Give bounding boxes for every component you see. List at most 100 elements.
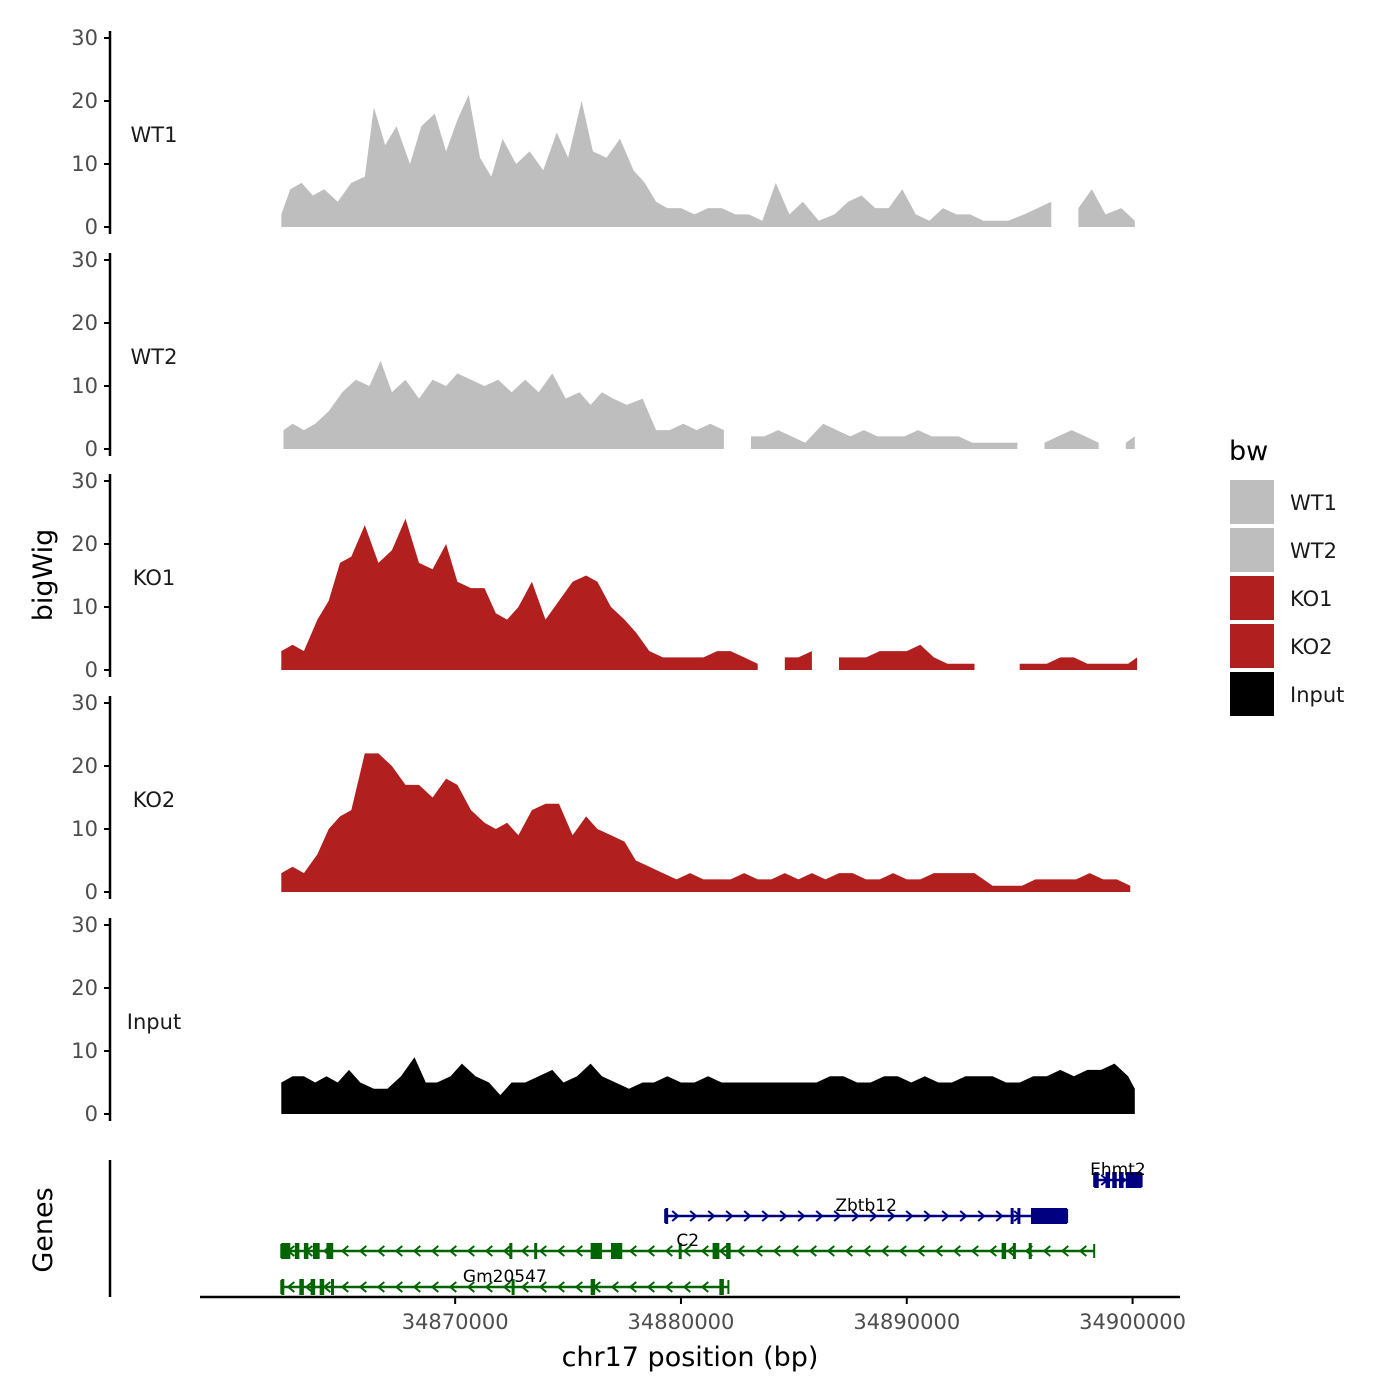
strand-arrow (484, 1245, 493, 1257)
signal-area (839, 644, 975, 670)
genes-axis-title: Genes (28, 1187, 59, 1272)
strand-arrow (754, 1245, 763, 1257)
strand-arrow (376, 1245, 385, 1257)
track-label: WT2 (131, 345, 178, 369)
strand-arrow (797, 1210, 806, 1222)
exon (1112, 1172, 1117, 1188)
gene-ehmt2: Ehmt2 (1090, 1160, 1146, 1188)
y-tick-label: 10 (71, 152, 98, 176)
track-input: 0 10 20 30 Input (71, 913, 1135, 1126)
exon (534, 1243, 538, 1259)
exon (303, 1243, 309, 1259)
strand-arrow (556, 1281, 565, 1293)
strand-arrow (833, 1210, 842, 1222)
strand-arrow (941, 1210, 950, 1222)
y-tick-label: 0 (85, 658, 98, 682)
strand-arrow (826, 1245, 835, 1257)
signal-area (1044, 430, 1099, 449)
strand-arrow (358, 1245, 367, 1257)
exon (281, 1243, 291, 1259)
track-label: WT1 (131, 123, 178, 147)
strand-arrow (376, 1281, 385, 1293)
signal-area (283, 360, 724, 449)
strand-arrow (286, 1281, 295, 1293)
strand-arrow (430, 1245, 439, 1257)
strand-arrow (538, 1245, 547, 1257)
exon (1017, 1208, 1021, 1224)
tracks-layer: 0 10 20 30 WT1 0 10 20 30 WT2 0 10 20 30 KO1 0 10 20 30 KO2… (71, 26, 1138, 1126)
strand-arrow (700, 1245, 709, 1257)
x-axis-title: chr17 position (bp) (562, 1342, 819, 1373)
exon (294, 1243, 300, 1259)
strand-arrow (851, 1210, 860, 1222)
strand-arrow (628, 1281, 637, 1293)
legend-title: bw (1229, 436, 1268, 467)
strand-arrow (556, 1245, 565, 1257)
y-tick-label: 30 (71, 691, 98, 715)
exon (1119, 1172, 1124, 1188)
exon (1030, 1208, 1068, 1224)
strand-arrow (538, 1281, 547, 1293)
legend-key-ko1 (1230, 576, 1274, 620)
strand-arrow (898, 1245, 907, 1257)
strand-arrow (815, 1210, 824, 1222)
strand-arrow (358, 1281, 367, 1293)
strand-arrow (952, 1245, 961, 1257)
x-tick-label: 34870000 (402, 1310, 509, 1334)
strand-arrow (916, 1245, 925, 1257)
exon (1012, 1243, 1016, 1259)
strand-arrow (707, 1210, 716, 1222)
legend-key-wt2 (1230, 528, 1274, 572)
strand-arrow (682, 1245, 691, 1257)
strand-arrow (995, 1210, 1004, 1222)
signal-area (1078, 189, 1135, 227)
strand-arrow (340, 1281, 349, 1293)
strand-arrow (646, 1245, 655, 1257)
strand-arrow (394, 1281, 403, 1293)
y-tick-label: 0 (85, 215, 98, 239)
strand-arrow (880, 1245, 889, 1257)
y-tick-label: 20 (71, 89, 98, 113)
track-wt2: 0 10 20 30 WT2 (71, 248, 1135, 461)
track-label: KO2 (133, 788, 176, 812)
exon (712, 1243, 720, 1259)
strand-arrow (761, 1210, 770, 1222)
y-tick-label: 30 (71, 248, 98, 272)
strand-arrow (671, 1210, 680, 1222)
x-tick-label: 34880000 (628, 1310, 735, 1334)
strand-arrow (682, 1281, 691, 1293)
strand-arrow (1078, 1245, 1087, 1257)
y-tick-label: 0 (85, 880, 98, 904)
legend-label: WT1 (1290, 491, 1337, 515)
strand-arrow (988, 1245, 997, 1257)
legend-key-wt1 (1230, 480, 1274, 524)
exon (299, 1279, 304, 1295)
strand-arrow (1060, 1245, 1069, 1257)
y-axis-title: bigWig (28, 529, 59, 622)
strand-arrow (412, 1281, 421, 1293)
strand-arrow (934, 1245, 943, 1257)
strand-arrow (725, 1210, 734, 1222)
y-tick-label: 20 (71, 311, 98, 335)
signal-area (281, 1057, 1135, 1114)
y-tick-label: 30 (71, 469, 98, 493)
y-tick-label: 10 (71, 1039, 98, 1063)
x-tick-label: 34890000 (853, 1310, 960, 1334)
strand-arrow (448, 1281, 457, 1293)
strand-arrow (394, 1245, 403, 1257)
legend-key-ko2 (1230, 624, 1274, 668)
exon (590, 1279, 596, 1295)
strand-arrow (887, 1210, 896, 1222)
legend-label: KO1 (1290, 587, 1333, 611)
signal-area (1125, 436, 1135, 449)
y-tick-label: 20 (71, 976, 98, 1000)
strand-arrow (1006, 1245, 1015, 1257)
strand-arrow (772, 1245, 781, 1257)
strand-arrow (862, 1245, 871, 1257)
y-tick-label: 10 (71, 817, 98, 841)
signal-area (281, 518, 758, 670)
strand-arrow (412, 1245, 421, 1257)
signal-area (1019, 657, 1138, 670)
y-tick-label: 10 (71, 595, 98, 619)
